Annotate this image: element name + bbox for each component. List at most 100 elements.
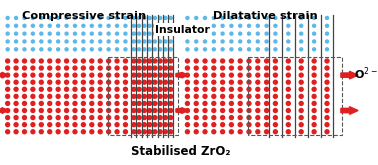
Circle shape (123, 101, 128, 106)
Circle shape (31, 24, 35, 28)
Circle shape (81, 94, 86, 99)
Circle shape (64, 94, 69, 99)
Circle shape (5, 122, 10, 127)
Circle shape (90, 39, 94, 44)
Circle shape (158, 65, 163, 71)
Circle shape (106, 80, 111, 85)
Circle shape (163, 108, 168, 113)
Circle shape (152, 65, 158, 71)
Circle shape (168, 129, 174, 134)
Text: Insulator: Insulator (155, 25, 210, 35)
Circle shape (229, 129, 234, 134)
Circle shape (273, 47, 277, 51)
Circle shape (13, 80, 19, 85)
Circle shape (324, 94, 330, 99)
Circle shape (255, 58, 260, 64)
Circle shape (131, 65, 136, 71)
Circle shape (5, 65, 10, 71)
Circle shape (147, 32, 152, 36)
Circle shape (115, 72, 120, 78)
Circle shape (163, 101, 168, 106)
Circle shape (48, 16, 52, 20)
Circle shape (203, 16, 207, 20)
Circle shape (324, 72, 330, 78)
Circle shape (30, 80, 36, 85)
Circle shape (152, 129, 158, 134)
Circle shape (136, 108, 142, 113)
Circle shape (325, 39, 329, 44)
Circle shape (163, 129, 168, 134)
Circle shape (136, 58, 142, 64)
Circle shape (152, 101, 158, 106)
Circle shape (106, 65, 111, 71)
Circle shape (256, 39, 260, 44)
Circle shape (81, 32, 85, 36)
Circle shape (115, 39, 119, 44)
Circle shape (30, 58, 36, 64)
Circle shape (220, 65, 225, 71)
Circle shape (264, 39, 269, 44)
Circle shape (5, 39, 10, 44)
Circle shape (89, 94, 94, 99)
Circle shape (211, 129, 217, 134)
Circle shape (48, 32, 52, 36)
Circle shape (324, 115, 330, 120)
Circle shape (158, 24, 163, 28)
Circle shape (264, 58, 269, 64)
Circle shape (185, 122, 190, 127)
Circle shape (131, 87, 136, 92)
Circle shape (202, 94, 208, 99)
Circle shape (31, 39, 35, 44)
Circle shape (158, 94, 163, 99)
Circle shape (106, 129, 111, 134)
Circle shape (256, 16, 260, 20)
Circle shape (185, 87, 190, 92)
Circle shape (255, 65, 260, 71)
Circle shape (286, 72, 291, 78)
Circle shape (14, 47, 18, 51)
Circle shape (5, 47, 10, 51)
Circle shape (5, 94, 10, 99)
Circle shape (229, 24, 234, 28)
Circle shape (212, 39, 216, 44)
Circle shape (194, 65, 199, 71)
Circle shape (56, 65, 61, 71)
Circle shape (153, 47, 157, 51)
Circle shape (163, 39, 167, 44)
Circle shape (64, 65, 69, 71)
Circle shape (47, 58, 53, 64)
Circle shape (56, 32, 60, 36)
Circle shape (152, 122, 158, 127)
Circle shape (123, 65, 128, 71)
Circle shape (142, 39, 147, 44)
Circle shape (273, 108, 278, 113)
Circle shape (56, 129, 61, 134)
Circle shape (115, 129, 120, 134)
Circle shape (115, 87, 120, 92)
Circle shape (81, 129, 86, 134)
Circle shape (237, 94, 243, 99)
Circle shape (115, 32, 119, 36)
Circle shape (185, 80, 190, 85)
Circle shape (286, 16, 291, 20)
Circle shape (5, 32, 10, 36)
Circle shape (56, 39, 60, 44)
Circle shape (48, 24, 52, 28)
Circle shape (64, 39, 69, 44)
Circle shape (202, 58, 208, 64)
Circle shape (98, 122, 103, 127)
Circle shape (81, 80, 86, 85)
Circle shape (72, 94, 77, 99)
Circle shape (132, 16, 136, 20)
Circle shape (220, 47, 225, 51)
Circle shape (220, 58, 225, 64)
Circle shape (47, 87, 53, 92)
Circle shape (89, 80, 94, 85)
Circle shape (324, 129, 330, 134)
Polygon shape (0, 108, 9, 113)
Circle shape (185, 16, 190, 20)
Circle shape (246, 101, 252, 106)
Circle shape (47, 65, 53, 71)
Circle shape (13, 65, 19, 71)
Circle shape (158, 122, 163, 127)
